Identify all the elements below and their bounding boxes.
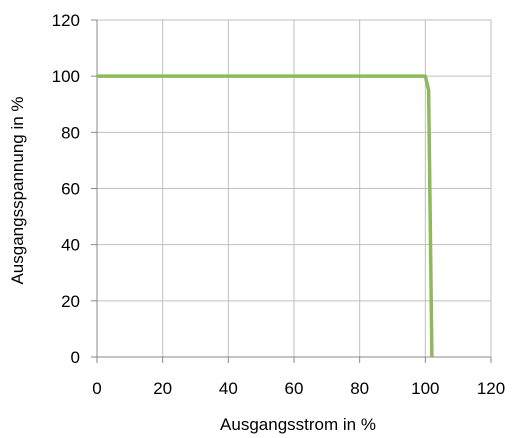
x-tick-labels: 0 20 40 60 80 100 120 — [92, 379, 505, 398]
x-tick-label: 120 — [477, 379, 505, 398]
y-tick-label: 40 — [61, 236, 80, 255]
y-tick-label: 80 — [61, 123, 80, 142]
x-axis-label: Ausgangsstrom in % — [220, 415, 376, 434]
y-tick-label: 60 — [61, 180, 80, 199]
y-tick-label: 20 — [61, 292, 80, 311]
y-tick-label: 120 — [52, 11, 80, 30]
x-tick-label: 20 — [153, 379, 172, 398]
x-tick-label: 60 — [285, 379, 304, 398]
series-group — [97, 74, 434, 358]
x-tick-label: 0 — [92, 379, 101, 398]
x-tick-label: 40 — [219, 379, 238, 398]
y-tick-label: 0 — [71, 348, 80, 367]
y-tick-labels: 0 20 40 60 80 100 120 — [52, 11, 80, 367]
y-tick-label: 100 — [52, 67, 80, 86]
series-line-0 — [97, 74, 434, 358]
y-axis-label: Ausgangsspannung in % — [8, 96, 27, 284]
x-tick-label: 100 — [411, 379, 439, 398]
x-tick-label: 80 — [350, 379, 369, 398]
